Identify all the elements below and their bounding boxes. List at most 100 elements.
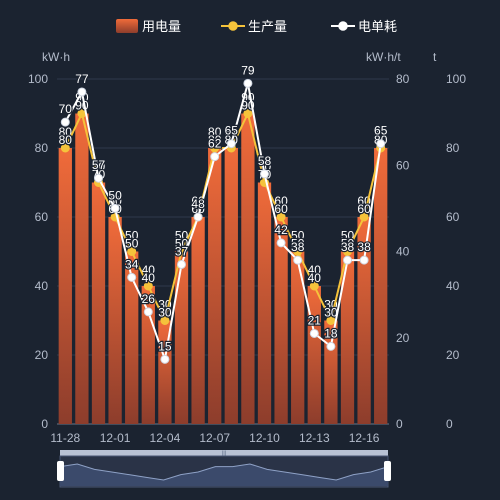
usage-bar[interactable]	[108, 217, 122, 424]
left-tick-label: 40	[35, 279, 49, 293]
usage-bar[interactable]	[191, 217, 205, 424]
usage-bars	[58, 113, 388, 425]
consumption-point[interactable]	[226, 139, 236, 149]
consumption-point[interactable]	[94, 173, 103, 183]
production-point[interactable]	[210, 143, 220, 153]
usage-bar[interactable]	[91, 182, 106, 425]
usage-bar[interactable]	[58, 148, 72, 424]
x-tick-label: 12-13	[299, 431, 330, 445]
usage-data-label: 40	[308, 263, 322, 277]
usage-bar[interactable]	[291, 251, 305, 425]
right-axis-unit-consumption: kW·h/t	[366, 50, 401, 64]
usage-bar[interactable]	[357, 217, 371, 424]
consumption-point[interactable]	[110, 203, 120, 213]
usage-bar[interactable]	[274, 217, 288, 424]
production-data-label: 50	[125, 237, 139, 251]
consumption-point[interactable]	[177, 259, 186, 269]
zoom-right-handle[interactable]	[384, 461, 391, 481]
production-point[interactable]	[243, 109, 253, 118]
grid-lines	[57, 78, 389, 425]
consumption-data-label: 38	[291, 240, 305, 254]
consumption-point[interactable]	[260, 169, 269, 179]
consumption-data-label: 38	[357, 240, 371, 254]
zoom-top-bar[interactable]	[60, 450, 388, 456]
consumption-data-label: 79	[241, 63, 255, 77]
production-point[interactable]	[143, 281, 153, 291]
consumption-point[interactable]	[60, 117, 70, 127]
production-point[interactable]	[343, 247, 352, 256]
right-tick-label-consumption: 80	[396, 72, 410, 86]
production-point[interactable]	[276, 212, 286, 222]
x-tick-label: 12-10	[249, 431, 280, 445]
legend-usage-swatch	[116, 19, 138, 33]
consumption-point[interactable]	[376, 139, 386, 149]
usage-bar[interactable]	[174, 251, 189, 425]
consumption-point[interactable]	[309, 328, 319, 338]
production-data-label: 50	[291, 237, 305, 251]
consumption-point[interactable]	[160, 354, 170, 364]
usage-bar[interactable]	[241, 113, 255, 425]
production-point[interactable]	[293, 247, 303, 256]
left-tick-label: 20	[35, 348, 49, 362]
usage-bar[interactable]	[374, 148, 388, 424]
consumption-point[interactable]	[293, 255, 303, 265]
legend-item-production[interactable]: 生产量	[221, 20, 287, 35]
production-point[interactable]	[309, 281, 319, 291]
consumption-data-label: 38	[341, 240, 355, 254]
usage-bar[interactable]	[224, 148, 238, 424]
production-data-label: 30	[158, 306, 172, 320]
usage-bar[interactable]	[340, 251, 355, 425]
right-tick-label-production: 40	[446, 279, 460, 293]
legend-production-marker	[228, 21, 238, 31]
consumption-data-label: 48	[191, 197, 205, 211]
consumption-point[interactable]	[127, 272, 137, 282]
production-data-label: 60	[357, 202, 371, 216]
legend-item-consumption[interactable]: 电单耗	[331, 20, 397, 35]
production-point[interactable]	[127, 247, 137, 256]
consumption-point[interactable]	[326, 341, 336, 351]
right-axis-consumption-ticks: 0 20 40 60 80	[396, 72, 410, 431]
usage-data-label: 60	[108, 194, 122, 208]
consumption-data-label: 77	[75, 72, 89, 86]
usage-bar[interactable]	[257, 182, 272, 425]
usage-data-label: 50	[125, 229, 139, 243]
usage-data-label: 50	[175, 229, 189, 243]
consumption-point[interactable]	[343, 255, 352, 265]
usage-bar[interactable]	[208, 148, 222, 424]
left-tick-label: 80	[35, 141, 49, 155]
production-data-label: 40	[142, 271, 156, 285]
production-point[interactable]	[60, 143, 70, 153]
legend-usage-label: 用电量	[142, 20, 181, 35]
consumption-point[interactable]	[77, 87, 87, 97]
zoom-left-handle[interactable]	[57, 461, 64, 481]
consumption-point[interactable]	[359, 255, 369, 265]
usage-bar[interactable]	[307, 286, 321, 424]
usage-bar[interactable]	[158, 320, 172, 425]
consumption-point[interactable]	[243, 78, 253, 88]
consumption-data-label: 34	[125, 257, 139, 271]
left-tick-label: 60	[35, 210, 49, 224]
production-point[interactable]	[160, 316, 170, 325]
right-tick-label-consumption: 60	[396, 158, 410, 172]
legend-item-usage[interactable]: 用电量	[116, 19, 181, 35]
consumption-point[interactable]	[143, 307, 153, 317]
data-zoom-slider[interactable]: |||	[57, 450, 391, 488]
consumption-data-label: 50	[108, 188, 122, 202]
usage-bar[interactable]	[75, 113, 89, 425]
right-tick-label-production: 20	[446, 348, 460, 362]
right-tick-label-production: 80	[446, 141, 460, 155]
x-tick-label: 12-04	[150, 431, 181, 445]
zoom-grip-icon[interactable]: |||	[222, 451, 227, 457]
usage-bar[interactable]	[141, 286, 155, 424]
usage-bar[interactable]	[125, 251, 139, 425]
production-point[interactable]	[359, 212, 369, 222]
x-tick-label: 12-01	[100, 431, 131, 445]
consumption-point[interactable]	[210, 152, 220, 162]
consumption-point[interactable]	[193, 212, 203, 222]
consumption-data-label: 42	[274, 223, 288, 237]
consumption-point[interactable]	[276, 238, 286, 248]
consumption-data-label: 37	[175, 244, 189, 258]
legend-consumption-label: 电单耗	[358, 20, 397, 35]
